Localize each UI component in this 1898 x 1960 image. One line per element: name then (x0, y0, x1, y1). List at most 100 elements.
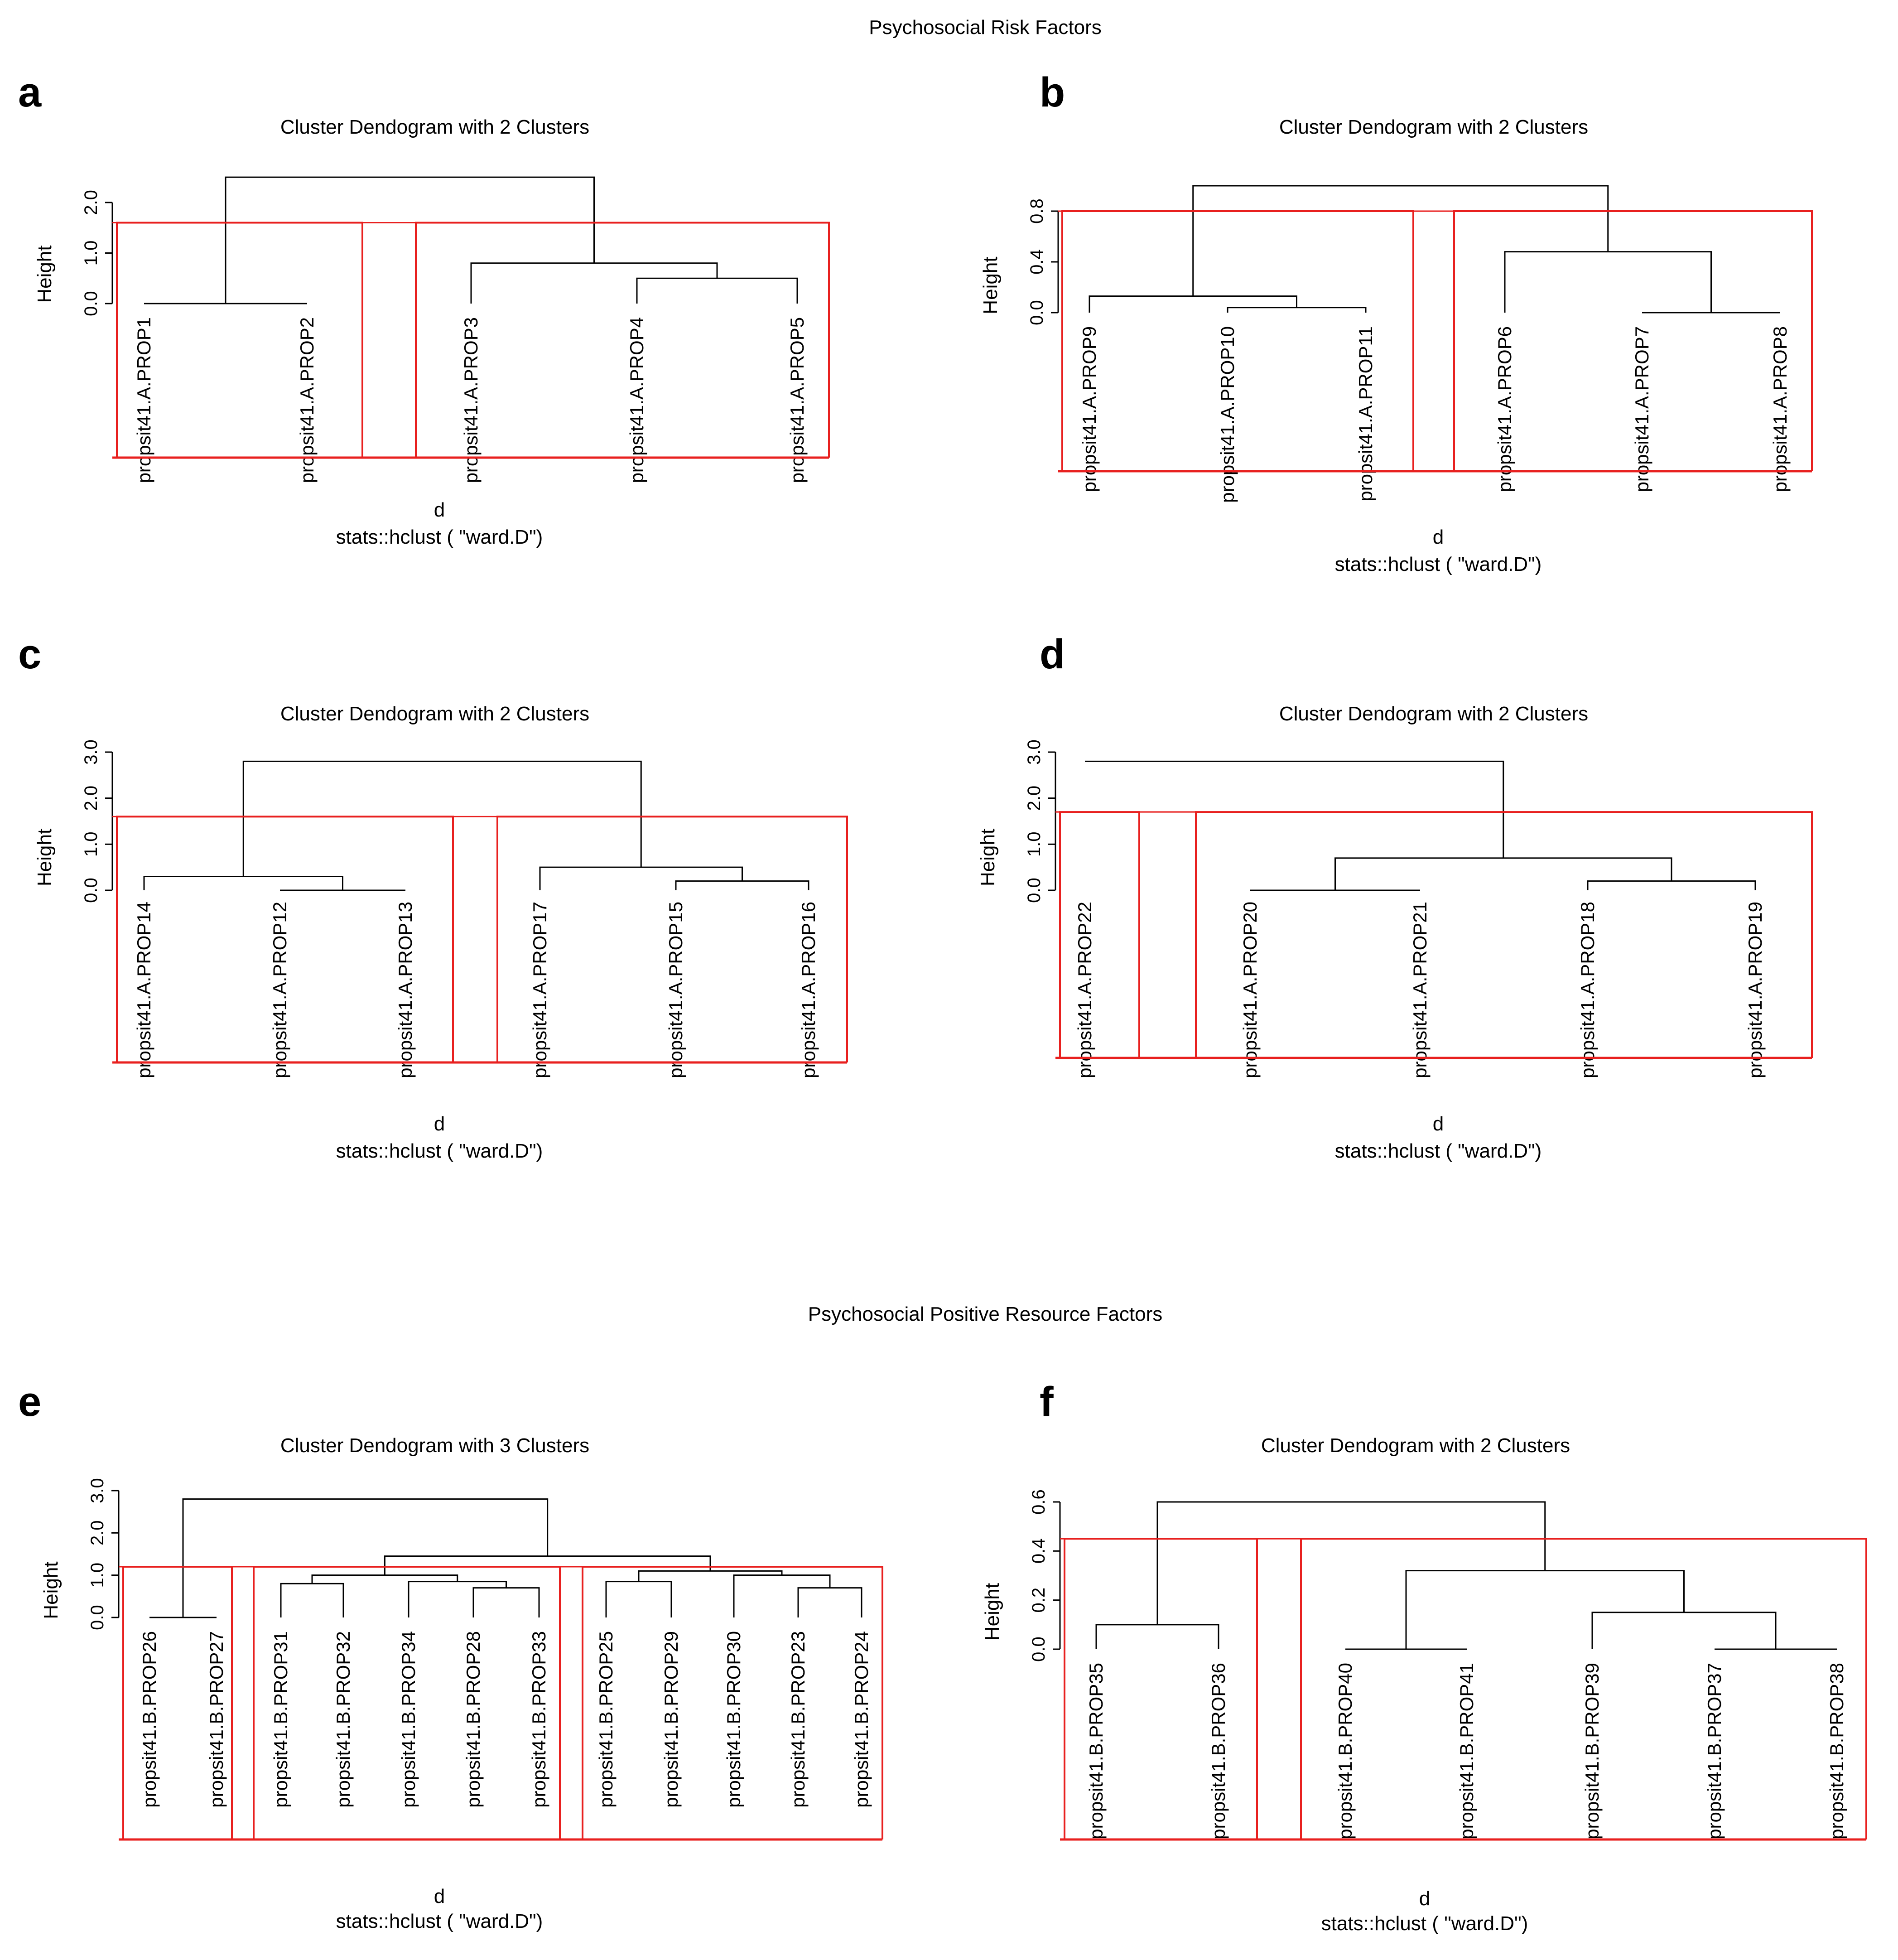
y-axis-label: Height (40, 1561, 62, 1619)
leaf-label: propsit41.B.PROP37 (1704, 1663, 1725, 1839)
panel-letter: c (18, 631, 41, 677)
dendrogram (144, 176, 798, 304)
y-tick-label: 0.6 (1029, 1489, 1049, 1515)
panel-b: b Cluster Dendogram with 2 Clusters 0.0 0.4… (979, 69, 1813, 575)
leaf-label: propsit41.A.PROP18 (1577, 902, 1598, 1078)
cluster-box (1453, 210, 1813, 471)
leaf-label: propsit41.B.PROP23 (787, 1631, 809, 1808)
cluster-box (122, 1566, 233, 1839)
leaf-label: propsit41.B.PROP26 (139, 1631, 160, 1808)
chart-title: Cluster Dendogram with 3 Clusters (280, 1434, 589, 1457)
leaf-label: propsit41.B.PROP40 (1334, 1663, 1356, 1839)
cluster-boxes (1055, 811, 1813, 1059)
cluster-box (415, 222, 830, 458)
leaf-label: propsit41.A.PROP2 (296, 317, 318, 483)
chart-title: Cluster Dendogram with 2 Clusters (280, 116, 589, 138)
x-axis-label: d (1433, 526, 1444, 548)
leaf-label: propsit41.B.PROP34 (398, 1631, 419, 1808)
merge-link (1156, 1501, 1546, 1625)
method-label: stats::hclust ( "ward.D") (336, 1140, 543, 1162)
leaf-label: propsit41.A.PROP14 (133, 902, 154, 1078)
merge-link (143, 876, 343, 890)
panel-a: a Cluster Dendogram with 2 Clusters 0.0 1.0… (18, 69, 830, 548)
merge-link (1192, 185, 1609, 296)
merge-link (242, 760, 642, 877)
merge-link (311, 1574, 458, 1584)
panel-letter: a (18, 69, 42, 116)
y-tick-label: 0.8 (1027, 198, 1047, 224)
leaf-label: propsit41.B.PROP36 (1208, 1663, 1229, 1839)
cluster-boxes (119, 1566, 883, 1841)
chart-title: Cluster Dendogram with 2 Clusters (280, 703, 589, 725)
cluster-boxes (1060, 1538, 1867, 1841)
leaf-label: propsit41.A.PROP5 (786, 317, 808, 483)
y-tick-label: 1.0 (81, 832, 101, 857)
leaf-label: propsit41.B.PROP33 (528, 1631, 549, 1808)
y-tick-label: 0.4 (1029, 1539, 1049, 1564)
merge-link (472, 1587, 540, 1617)
dendrogram (149, 1498, 862, 1618)
y-axis-label: Height (981, 1583, 1003, 1641)
merge-link (384, 1555, 711, 1575)
x-axis-label: d (434, 1113, 445, 1135)
method-label: stats::hclust ( "ward.D") (1335, 553, 1542, 575)
cluster-box (582, 1566, 883, 1839)
leaf-label: propsit41.A.PROP4 (626, 317, 647, 483)
merge-link (797, 1587, 862, 1617)
merge-link (638, 1570, 783, 1582)
merge-link (182, 1498, 549, 1617)
cluster-boxes (1058, 210, 1813, 473)
y-tick-label: 2.0 (81, 190, 101, 215)
cluster-box (1195, 811, 1813, 1058)
dendrogram (1095, 1501, 1837, 1650)
panel-f: f Cluster Dendogram with 2 Clusters 0.0 0.2… (981, 1379, 1867, 1935)
leaf-label: propsit41.A.PROP3 (460, 317, 482, 483)
leaf-label: propsit41.A.PROP1 (133, 317, 154, 483)
merge-link (1089, 295, 1297, 313)
leaf-label: propsit41.B.PROP39 (1581, 1663, 1603, 1839)
x-axis-label: d (434, 1885, 445, 1907)
panel-letter: d (1040, 631, 1065, 677)
leaf-label: propsit41.B.PROP35 (1085, 1663, 1107, 1839)
leaf-label: propsit41.A.PROP6 (1494, 326, 1515, 492)
leaf-label: propsit41.A.PROP9 (1079, 326, 1100, 492)
merge-link (1405, 1570, 1685, 1649)
dendrogram (1085, 760, 1756, 891)
dendrogram (1089, 185, 1780, 314)
method-label: stats::hclust ( "ward.D") (336, 1910, 543, 1932)
method-label: stats::hclust ( "ward.D") (1335, 1140, 1542, 1162)
cluster-box (1059, 811, 1140, 1058)
leaf-label: propsit41.A.PROP17 (529, 902, 550, 1078)
y-tick-label: 3.0 (87, 1478, 107, 1503)
y-tick-label: 1.0 (81, 241, 101, 266)
merge-link (1591, 1612, 1777, 1649)
leaf-label: propsit41.A.PROP16 (798, 902, 819, 1078)
leaf-label: propsit41.A.PROP8 (1769, 326, 1791, 492)
leaf-label: propsit41.A.PROP15 (665, 902, 686, 1078)
method-label: stats::hclust ( "ward.D") (1321, 1912, 1528, 1935)
cluster-box (1300, 1538, 1867, 1839)
chart-title: Cluster Dendogram with 2 Clusters (1261, 1434, 1570, 1457)
panel-c: c Cluster Dendogram with 2 Clusters 0.0 1.0… (18, 631, 848, 1162)
leaf-label: propsit41.B.PROP28 (462, 1631, 484, 1808)
leaf-label: propsit41.A.PROP11 (1355, 326, 1376, 502)
section-title-risk: Psychosocial Risk Factors (869, 16, 1101, 39)
leaf-label: propsit41.B.PROP25 (595, 1631, 617, 1808)
y-tick-label: 0.2 (1029, 1588, 1049, 1613)
x-axis-label: d (1419, 1888, 1430, 1910)
merge-link (408, 1581, 507, 1617)
panel-e: e Cluster Dendogram with 3 Clusters 0.0 1.0… (18, 1379, 883, 1932)
cluster-box (1064, 1538, 1258, 1839)
leaf-label: propsit41.B.PROP31 (270, 1631, 291, 1808)
leaf-label: propsit41.A.PROP13 (395, 902, 416, 1078)
y-tick-label: 0.0 (81, 878, 101, 903)
merge-link (470, 262, 718, 304)
leaf-label: propsit41.A.PROP22 (1074, 902, 1095, 1078)
panels: a Cluster Dendogram with 2 Clusters 0.0 1.0… (18, 69, 1867, 1935)
merge-link (225, 176, 595, 304)
cluster-box (116, 816, 454, 1062)
chart-title: Cluster Dendogram with 2 Clusters (1279, 703, 1588, 725)
leaf-label: propsit41.A.PROP10 (1217, 326, 1238, 503)
leaf-label: propsit41.B.PROP38 (1826, 1663, 1847, 1839)
leaf-label: propsit41.A.PROP19 (1744, 902, 1766, 1078)
